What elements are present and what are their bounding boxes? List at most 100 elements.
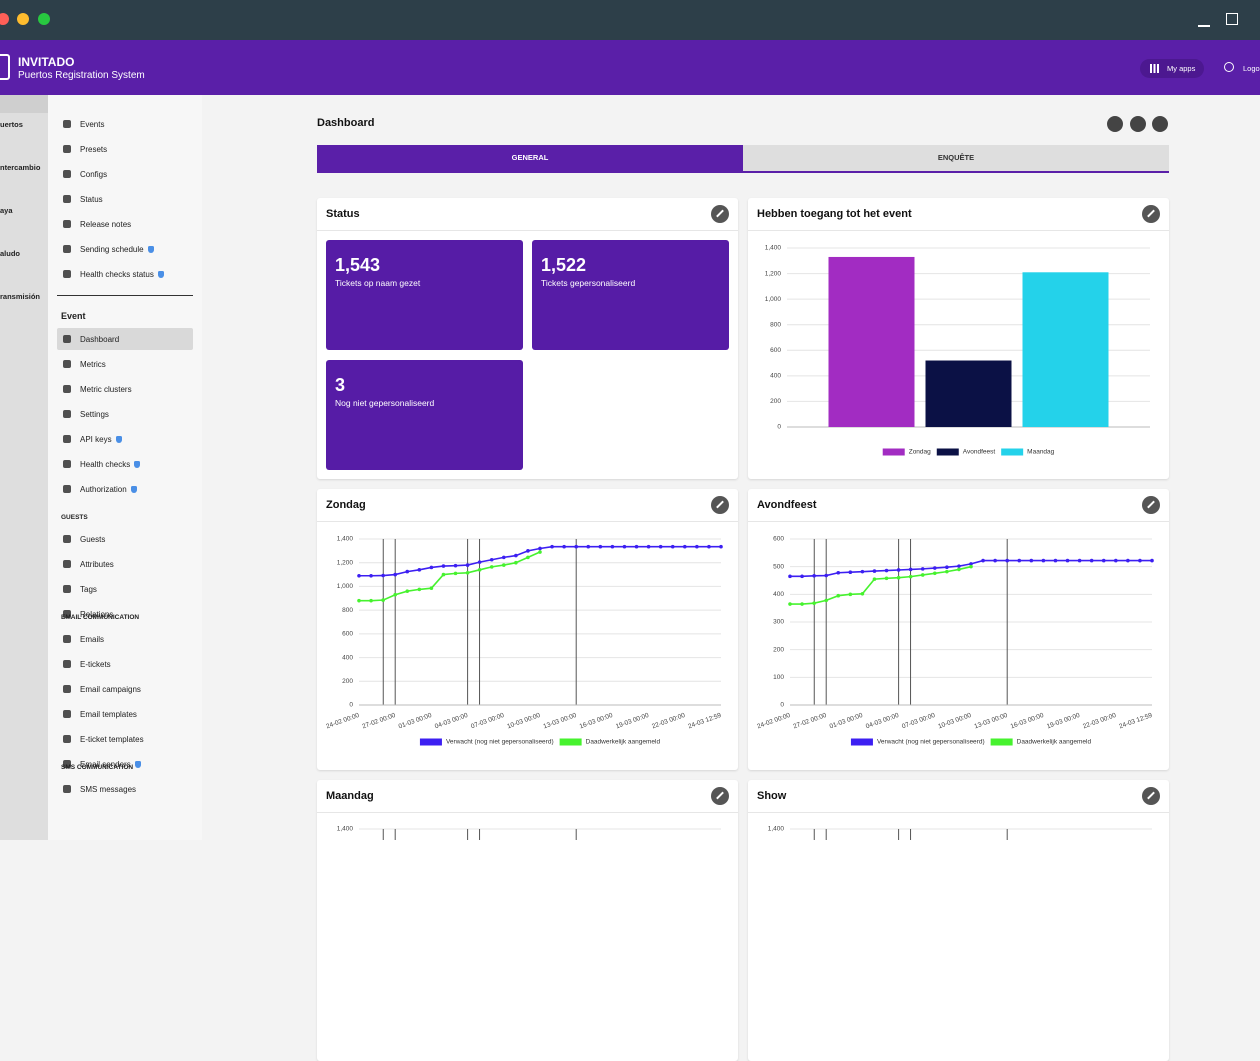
nav-icon bbox=[63, 585, 71, 593]
nav-item[interactable]: Tags bbox=[57, 578, 193, 600]
status-tile: 1,543 Tickets op naam gezet bbox=[326, 240, 523, 350]
nav-label: Presets bbox=[80, 144, 108, 154]
edit-button[interactable] bbox=[711, 205, 729, 223]
nav-icon bbox=[63, 195, 71, 203]
nav-label: E-ticket templates bbox=[80, 734, 144, 744]
nav-label: Attributes bbox=[80, 559, 114, 569]
tab[interactable]: ENQUÊTE bbox=[743, 145, 1169, 171]
nav-icon bbox=[63, 460, 71, 468]
edit-button[interactable] bbox=[711, 787, 729, 805]
nav-item[interactable]: Health checks status bbox=[57, 263, 193, 285]
edit-button[interactable] bbox=[1142, 787, 1160, 805]
org-name[interactable]: ntercambio bbox=[0, 163, 41, 172]
nav-label: Settings bbox=[80, 409, 109, 419]
card-title: Hebben toegang tot het event bbox=[748, 198, 1169, 231]
logout-label[interactable]: Logo bbox=[1243, 64, 1260, 73]
share-button[interactable] bbox=[1107, 116, 1123, 132]
nav-label: Metric clusters bbox=[80, 384, 132, 394]
org-name[interactable]: aludo bbox=[0, 249, 20, 258]
nav-item[interactable]: Relations bbox=[57, 603, 193, 625]
nav-label: Events bbox=[80, 119, 105, 129]
nav-item[interactable]: Email templates bbox=[57, 703, 193, 725]
nav-label: Email senders bbox=[80, 759, 131, 769]
nav-label: Relations bbox=[80, 609, 114, 619]
nav-item[interactable]: Status bbox=[57, 188, 193, 210]
tile-value: 3 bbox=[335, 375, 346, 395]
status-tile: 3 Nog niet gepersonaliseerd bbox=[326, 360, 523, 470]
nav-item[interactable]: Metric clusters bbox=[57, 378, 193, 400]
tab[interactable]: GENERAL bbox=[317, 145, 743, 171]
close-button[interactable] bbox=[0, 13, 9, 25]
edit-button[interactable] bbox=[1142, 496, 1160, 514]
tabs: GENERAL ENQUÊTE bbox=[317, 145, 1169, 173]
logo bbox=[0, 54, 10, 80]
nav-label: Release notes bbox=[80, 219, 132, 229]
nav-item[interactable]: Configs bbox=[57, 163, 193, 185]
window-maximize[interactable] bbox=[1226, 13, 1238, 25]
window-minimize[interactable] bbox=[1198, 25, 1210, 27]
card: Show bbox=[748, 780, 1169, 1061]
edit-button[interactable] bbox=[1142, 205, 1160, 223]
sidebar-divider bbox=[57, 295, 193, 296]
nav-label: Sending schedule bbox=[80, 244, 144, 254]
org-name[interactable]: uertos bbox=[0, 120, 23, 129]
nav-item[interactable]: E-tickets bbox=[57, 653, 193, 675]
nav-item[interactable]: Attributes bbox=[57, 553, 193, 575]
app-window: INVITADO Puertos Registration System My … bbox=[0, 0, 1260, 840]
zoom-button[interactable] bbox=[38, 13, 50, 25]
my-apps-button[interactable]: My apps bbox=[1140, 59, 1204, 78]
nav-item[interactable]: Emails bbox=[57, 628, 193, 650]
card-title: Zondag bbox=[317, 489, 738, 522]
nav-item[interactable]: Metrics bbox=[57, 353, 193, 375]
nav-icon bbox=[63, 410, 71, 418]
nav-label: E-tickets bbox=[80, 659, 111, 669]
section-heading: Event bbox=[61, 311, 86, 321]
card: Zondag bbox=[317, 489, 738, 770]
nav-item[interactable]: Dashboard bbox=[57, 328, 193, 350]
nav-label: Status bbox=[80, 194, 103, 204]
org-rail: uertos ntercambio aya aludo ransmisión bbox=[0, 95, 48, 840]
nav-icon bbox=[63, 760, 71, 768]
nav-label: SMS messages bbox=[80, 784, 137, 794]
brand-subtitle: Puertos Registration System bbox=[18, 70, 145, 81]
nav-item[interactable]: E-ticket templates bbox=[57, 728, 193, 750]
nav-icon bbox=[63, 220, 71, 228]
nav-item[interactable]: API keys bbox=[57, 428, 193, 450]
nav-icon bbox=[63, 785, 71, 793]
tile-label: Nog niet gepersonaliseerd bbox=[335, 398, 435, 408]
nav-item[interactable]: Events bbox=[57, 113, 193, 135]
nav-item[interactable]: Authorization bbox=[57, 478, 193, 500]
tile-value: 1,543 bbox=[335, 255, 381, 275]
nav-item[interactable]: Sending schedule bbox=[57, 238, 193, 260]
org-name[interactable]: ransmisión bbox=[0, 292, 41, 301]
tile-label: Tickets gepersonaliseerd bbox=[541, 278, 636, 288]
page-title: Dashboard bbox=[317, 117, 375, 129]
nav-item[interactable]: SMS messages bbox=[57, 778, 193, 800]
nav-label: Tags bbox=[80, 584, 97, 594]
my-apps-label: My apps bbox=[1167, 64, 1196, 73]
nav-icon bbox=[63, 435, 71, 443]
apps-icon bbox=[1150, 64, 1159, 73]
nav-item[interactable]: Email campaigns bbox=[57, 678, 193, 700]
logout-icon[interactable] bbox=[1224, 62, 1234, 72]
stats-button[interactable] bbox=[1152, 116, 1168, 132]
nav-item[interactable]: Guests bbox=[57, 528, 193, 550]
nav-icon bbox=[63, 535, 71, 543]
nav-item[interactable]: Health checks bbox=[57, 453, 193, 475]
nav-item[interactable]: Settings bbox=[57, 403, 193, 425]
org-name[interactable]: aya bbox=[0, 206, 13, 215]
nav-icon bbox=[63, 335, 71, 343]
nav-badge bbox=[115, 435, 122, 443]
nav-icon bbox=[63, 635, 71, 643]
history-button[interactable] bbox=[1130, 116, 1146, 132]
nav-item[interactable]: Email senders bbox=[57, 753, 193, 775]
nav-icon bbox=[63, 145, 71, 153]
nav-badge bbox=[130, 485, 137, 493]
nav-item[interactable]: Release notes bbox=[57, 213, 193, 235]
app-header: INVITADO Puertos Registration System My … bbox=[0, 40, 1260, 95]
edit-button[interactable] bbox=[711, 496, 729, 514]
minimize-button[interactable] bbox=[17, 13, 29, 25]
nav-item[interactable]: Presets bbox=[57, 138, 193, 160]
nav-icon bbox=[63, 270, 71, 278]
nav-badge bbox=[134, 760, 141, 768]
